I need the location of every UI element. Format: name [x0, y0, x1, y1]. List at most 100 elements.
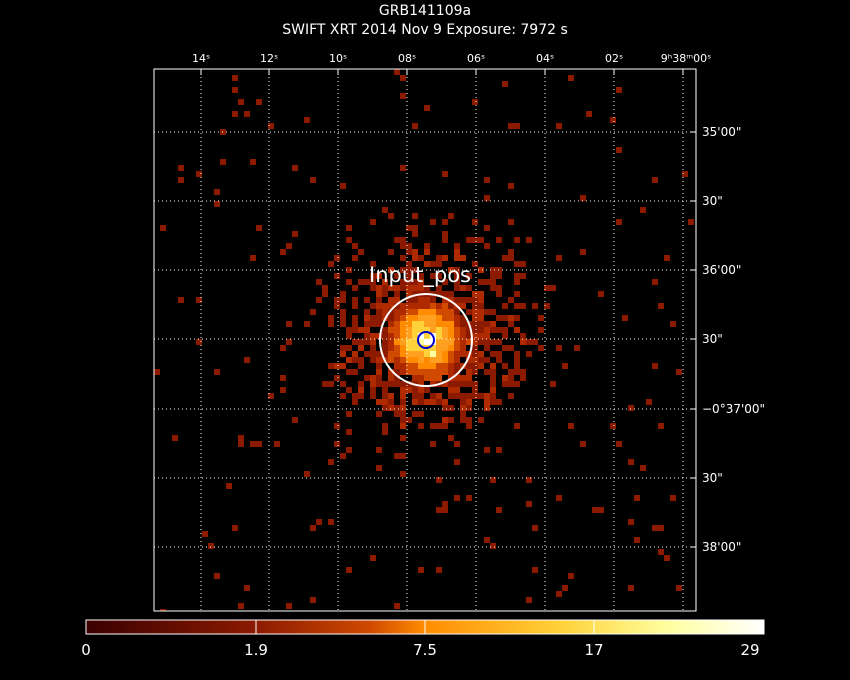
count-pixel [484, 345, 490, 351]
count-pixel [400, 333, 406, 339]
count-pixel [412, 387, 418, 393]
count-pixel [412, 279, 418, 285]
count-pixel [376, 315, 382, 321]
count-pixel [514, 273, 520, 279]
count-pixel [538, 327, 544, 333]
count-pixel [376, 297, 382, 303]
count-pixel [388, 393, 394, 399]
ra-tick-label: 04ˢ [535, 52, 555, 65]
dec-tick-label: 30" [702, 332, 723, 346]
count-pixel [400, 309, 406, 315]
count-pixel [634, 537, 640, 543]
count-pixel [364, 321, 370, 327]
count-pixel [454, 369, 460, 375]
count-pixel [430, 363, 436, 369]
count-pixel [496, 327, 502, 333]
count-pixel [430, 309, 436, 315]
count-pixel [388, 351, 394, 357]
count-pixel [580, 441, 586, 447]
count-pixel [400, 165, 406, 171]
ra-tick-label: 08ˢ [397, 52, 417, 65]
count-pixel [454, 351, 460, 357]
count-pixel [454, 273, 460, 279]
count-pixel [388, 381, 394, 387]
count-pixel [514, 423, 520, 429]
count-pixel [496, 507, 502, 513]
count-pixel [310, 177, 316, 183]
count-pixel [334, 303, 340, 309]
count-pixel [388, 321, 394, 327]
count-pixel [328, 321, 334, 327]
count-pixel [352, 351, 358, 357]
count-pixel [688, 219, 694, 225]
count-pixel [346, 411, 352, 417]
count-pixel [406, 249, 412, 255]
count-pixel [370, 321, 376, 327]
count-pixel [472, 297, 478, 303]
count-pixel [490, 351, 496, 357]
count-pixel [484, 357, 490, 363]
count-pixel [520, 375, 526, 381]
count-pixel [376, 309, 382, 315]
count-pixel [394, 321, 400, 327]
count-pixel [358, 339, 364, 345]
count-pixel [406, 303, 412, 309]
count-pixel [406, 279, 412, 285]
count-pixel [496, 399, 502, 405]
count-pixel [430, 297, 436, 303]
count-pixel [376, 381, 382, 387]
count-pixel [340, 315, 346, 321]
count-pixel [424, 105, 430, 111]
count-pixel [406, 387, 412, 393]
count-pixel [394, 303, 400, 309]
count-pixel [388, 405, 394, 411]
count-pixel [238, 603, 244, 609]
count-pixel [196, 339, 202, 345]
count-pixel [400, 423, 406, 429]
count-pixel [370, 381, 376, 387]
count-pixel [412, 321, 418, 327]
count-pixel [508, 381, 514, 387]
count-pixel [394, 411, 400, 417]
count-pixel [640, 465, 646, 471]
count-pixel [418, 273, 424, 279]
count-pixel [244, 585, 250, 591]
count-pixel [478, 279, 484, 285]
count-pixel [508, 183, 514, 189]
count-pixel [472, 99, 478, 105]
count-pixel [454, 363, 460, 369]
count-pixel [556, 591, 562, 597]
count-pixel [520, 261, 526, 267]
count-pixel [610, 423, 616, 429]
count-pixel [664, 555, 670, 561]
count-pixel [460, 411, 466, 417]
count-pixel [334, 375, 340, 381]
count-pixel [406, 225, 412, 231]
count-pixel [394, 309, 400, 315]
count-pixel [442, 345, 448, 351]
count-pixel [346, 357, 352, 363]
count-pixel [400, 471, 406, 477]
count-pixel [412, 213, 418, 219]
count-pixel [496, 315, 502, 321]
count-pixel [406, 267, 412, 273]
count-pixel [568, 75, 574, 81]
count-pixel [400, 255, 406, 261]
count-pixel [514, 351, 520, 357]
count-pixel [472, 381, 478, 387]
count-pixel [628, 585, 634, 591]
count-pixel [412, 231, 418, 237]
count-pixel [670, 495, 676, 501]
count-pixel [154, 369, 160, 375]
count-pixel [514, 369, 520, 375]
count-pixel [280, 249, 286, 255]
count-pixel [664, 255, 670, 261]
count-pixel [460, 297, 466, 303]
count-pixel [448, 387, 454, 393]
count-pixel [472, 357, 478, 363]
count-pixel [388, 309, 394, 315]
count-pixel [622, 315, 628, 321]
count-pixel [430, 393, 436, 399]
count-pixel [346, 387, 352, 393]
count-pixel [454, 279, 460, 285]
